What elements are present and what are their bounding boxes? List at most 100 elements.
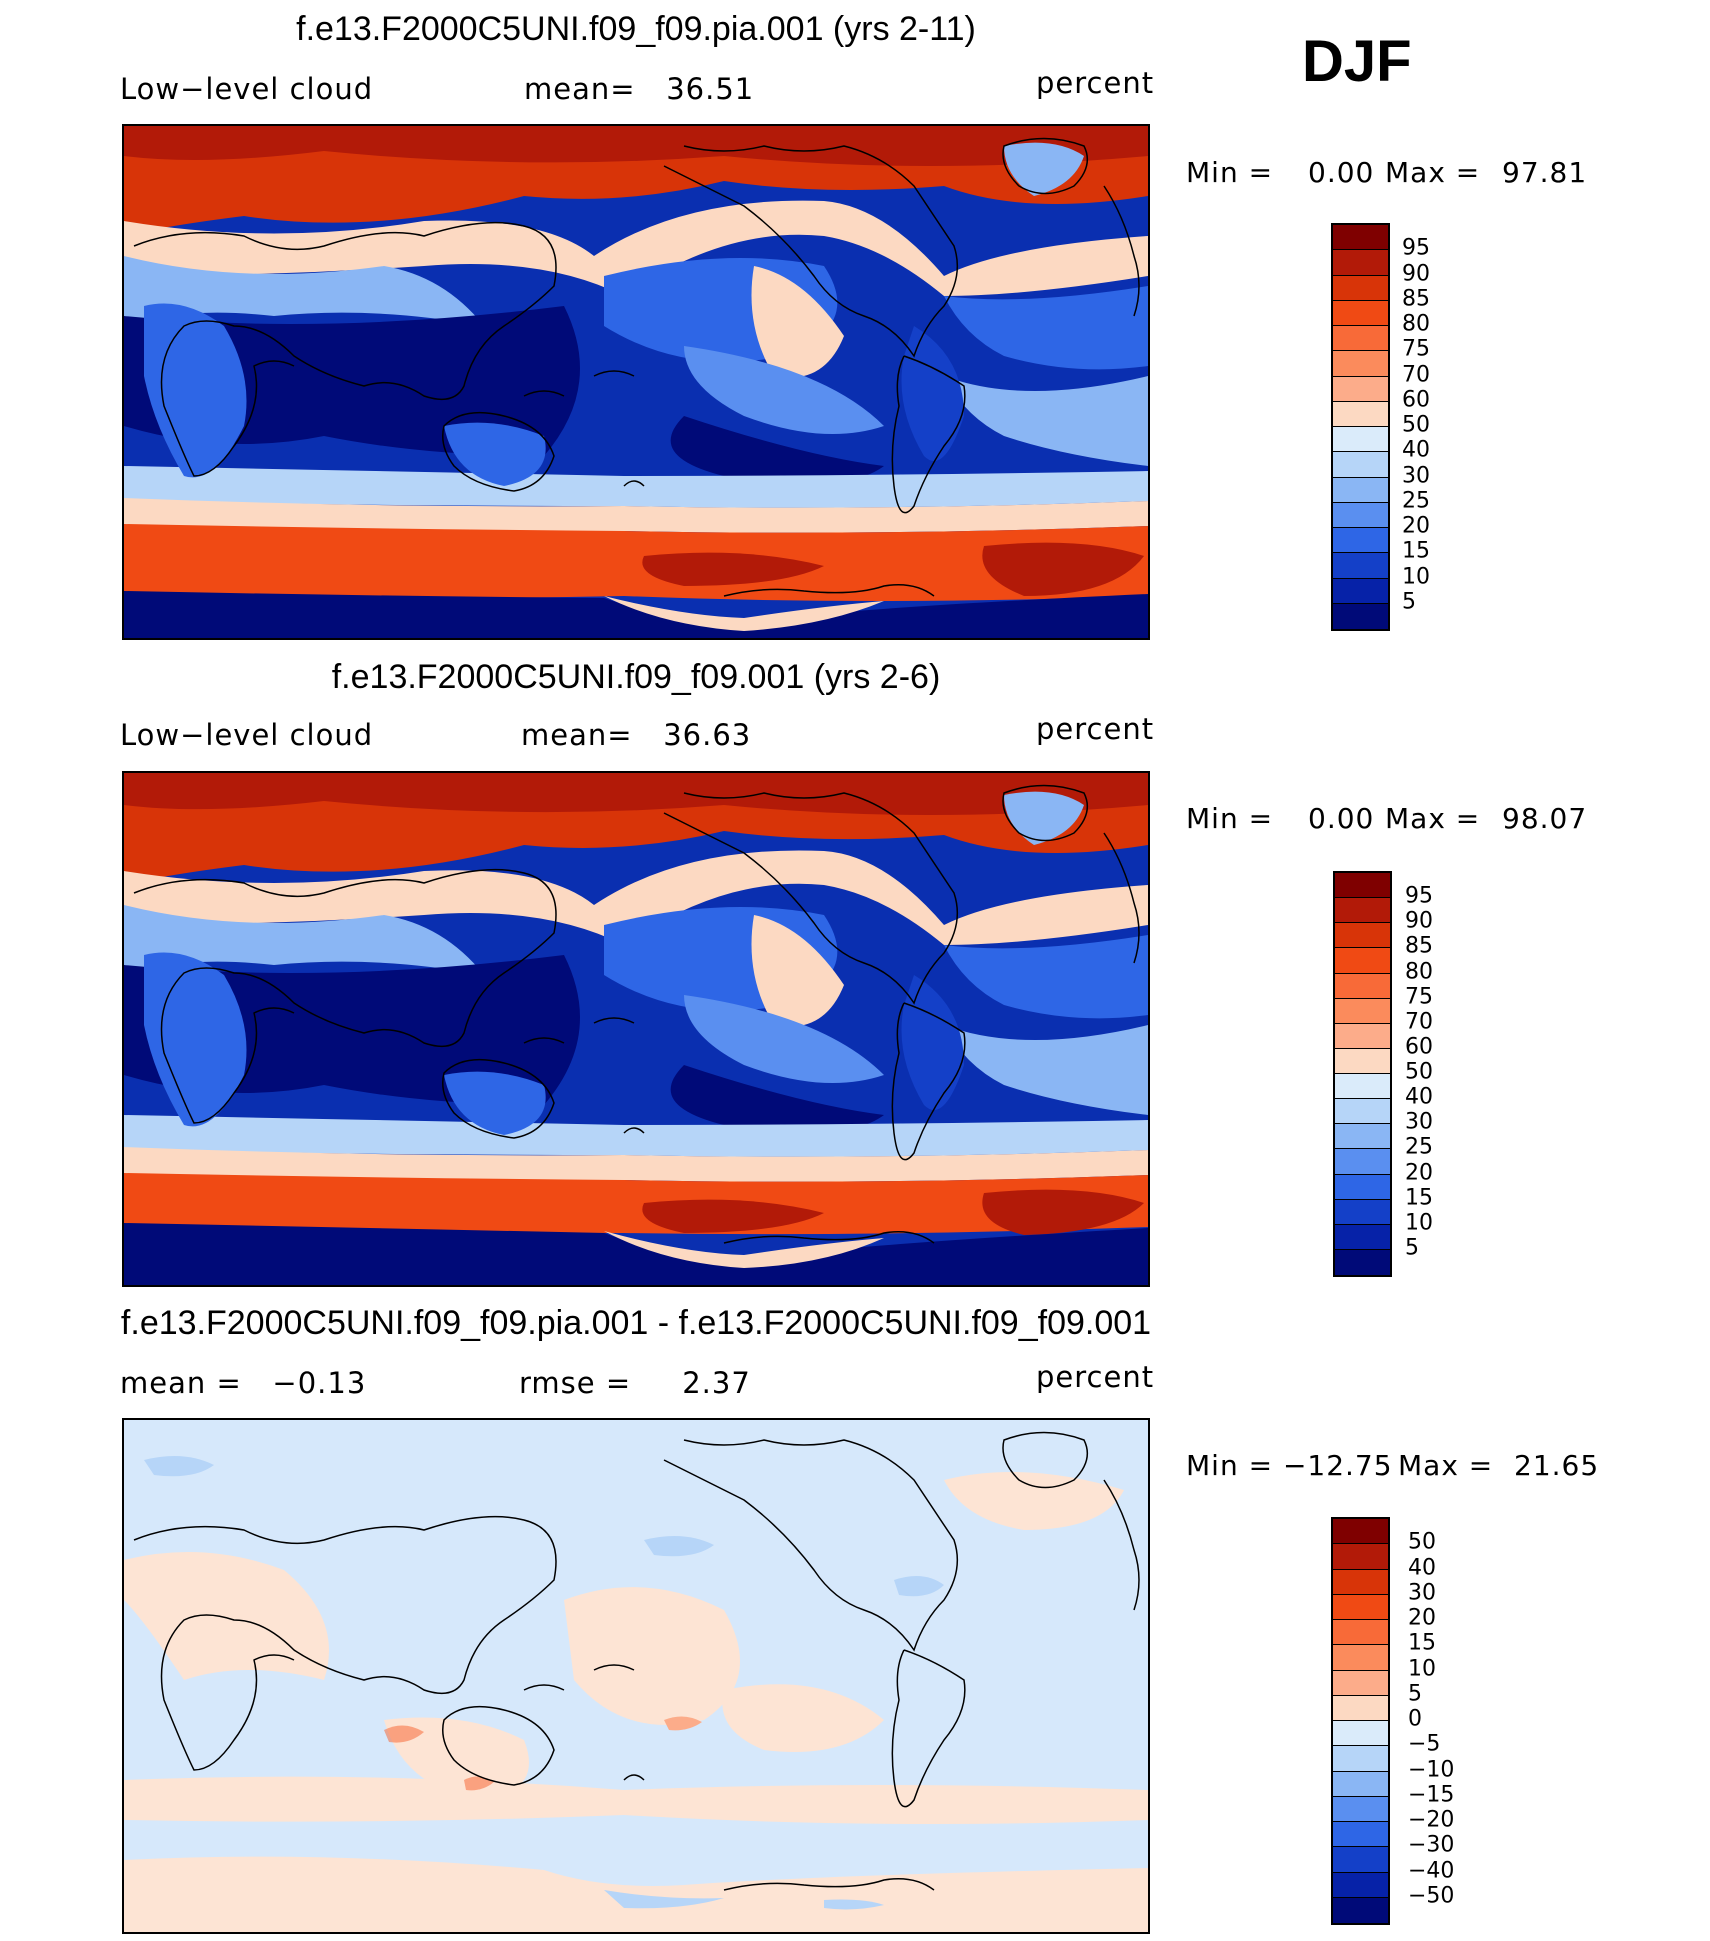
- panel2-min-value: 0.00: [1308, 802, 1375, 835]
- colorbar-swatch: [1333, 1695, 1388, 1721]
- panel1-max-label: Max =: [1385, 156, 1481, 189]
- colorbar-swatch: [1333, 401, 1388, 427]
- panel1-map: [122, 124, 1150, 640]
- colorbar-swatch: [1333, 528, 1388, 554]
- panel3-colorbar-label: −30: [1408, 1832, 1455, 1858]
- colorbar-swatch: [1333, 275, 1388, 301]
- panel1-colorbar-label: 80: [1402, 311, 1430, 337]
- panel2-colorbar-label: 95: [1405, 883, 1433, 909]
- panel2-max-value: 98.07: [1502, 802, 1588, 835]
- panel1-units-label: percent: [1036, 66, 1155, 100]
- colorbar-swatch: [1335, 1099, 1390, 1125]
- colorbar-swatch: [1333, 553, 1388, 579]
- panel3-max-label: Max =: [1398, 1449, 1494, 1482]
- panel1-colorbar-label: 90: [1402, 261, 1430, 286]
- panel2-colorbar-label: 30: [1405, 1109, 1433, 1135]
- panel1-colorbar-label: 25: [1402, 488, 1430, 514]
- panel2-colorbar-label: 25: [1405, 1134, 1433, 1160]
- colorbar-swatch: [1333, 1771, 1388, 1797]
- panel2-colorbar-label: 85: [1405, 933, 1433, 959]
- panel3-colorbar-label: −20: [1408, 1807, 1455, 1833]
- panel2-colorbar-label: 10: [1405, 1210, 1433, 1236]
- panel3-rmse-label: rmse = 2.37: [519, 1366, 751, 1400]
- panel2-map-svg: [124, 773, 1148, 1285]
- colorbar-swatch: [1335, 1074, 1390, 1100]
- panel2-colorbar-label: 60: [1405, 1034, 1433, 1060]
- panel3-colorbar-label: 10: [1408, 1656, 1436, 1681]
- colorbar-swatch: [1333, 1544, 1388, 1570]
- panel3-title: f.e13.F2000C5UNI.f09_f09.pia.001 - f.e13…: [120, 1304, 1152, 1342]
- panel3-units-label: percent: [1036, 1360, 1155, 1394]
- panel1-colorbar-label: 50: [1402, 412, 1430, 438]
- colorbar-swatch: [1333, 1872, 1388, 1898]
- panel2-colorbar-label: 75: [1405, 984, 1433, 1010]
- panel3-mean-label: mean = −0.13: [120, 1366, 367, 1400]
- colorbar-swatch: [1333, 1569, 1388, 1595]
- colorbar-swatch: [1333, 376, 1388, 402]
- colorbar-swatch: [1333, 326, 1388, 352]
- panel1-colorbar-label: 95: [1402, 235, 1430, 261]
- colorbar-swatch: [1335, 873, 1390, 899]
- panel1-colorbar-label: 10: [1402, 564, 1430, 589]
- colorbar-swatch: [1335, 1199, 1390, 1225]
- colorbar-swatch: [1333, 250, 1388, 276]
- panel2-colorbar-label: 90: [1405, 908, 1433, 934]
- panel3-colorbar-label: 50: [1408, 1529, 1436, 1555]
- panel1-map-svg: [124, 126, 1148, 638]
- panel1-colorbar-label: 75: [1402, 336, 1430, 362]
- panel3-colorbar-labels: 50 40 30 20 15 10 5 0 −5 −10 −15 −20 −30…: [1408, 1517, 1478, 1925]
- colorbar-swatch: [1333, 1822, 1388, 1848]
- panel2-colorbar-label: 5: [1405, 1235, 1419, 1261]
- colorbar-swatch: [1335, 1174, 1390, 1200]
- panel1-colorbar-labels: 95 90 85 80 75 70 60 50 40 30 25 20 15 1…: [1402, 223, 1462, 631]
- panel2-colorbar-label: 20: [1405, 1160, 1433, 1185]
- colorbar-swatch: [1333, 1897, 1388, 1923]
- panel1-mean-label: mean= 36.51: [524, 72, 755, 106]
- colorbar-swatch: [1333, 477, 1388, 503]
- panel3-colorbar-label: −10: [1408, 1757, 1455, 1782]
- panel2-title: f.e13.F2000C5UNI.f09_f09.001 (yrs 2-6): [331, 658, 941, 696]
- panel3-map: [122, 1418, 1150, 1934]
- colorbar-swatch: [1333, 1746, 1388, 1772]
- panel2-max-label: Max =: [1385, 802, 1481, 835]
- panel1-colorbar-label: 85: [1402, 286, 1430, 312]
- panel3-colorbar: [1331, 1517, 1390, 1925]
- colorbar-swatch: [1335, 1224, 1390, 1250]
- colorbar-swatch: [1333, 351, 1388, 377]
- colorbar-swatch: [1333, 1594, 1388, 1620]
- colorbar-swatch: [1333, 578, 1388, 604]
- panel3-colorbar-label: −5: [1408, 1731, 1441, 1757]
- panel2-colorbar: [1333, 871, 1392, 1277]
- colorbar-swatch: [1333, 1519, 1388, 1545]
- panel1-max-value: 97.81: [1502, 156, 1588, 189]
- panel3-map-svg: [124, 1420, 1148, 1932]
- panel1-colorbar-label: 30: [1402, 463, 1430, 488]
- panel3-colorbar-label: 30: [1408, 1580, 1436, 1606]
- panel3-colorbar-label: −40: [1408, 1858, 1455, 1883]
- panel2-colorbar-label: 40: [1405, 1084, 1433, 1110]
- panel1-colorbar-label: 20: [1402, 513, 1430, 539]
- colorbar-swatch: [1333, 1620, 1388, 1646]
- panel3-colorbar-label: −50: [1408, 1883, 1455, 1909]
- colorbar-swatch: [1335, 1023, 1390, 1049]
- colorbar-swatch: [1335, 898, 1390, 924]
- panel1-colorbar: [1331, 223, 1390, 631]
- colorbar-swatch: [1335, 1048, 1390, 1074]
- colorbar-swatch: [1333, 452, 1388, 478]
- panel1-min-value: 0.00: [1308, 156, 1375, 189]
- colorbar-swatch: [1333, 1721, 1388, 1747]
- colorbar-swatch: [1333, 1645, 1388, 1671]
- panel2-colorbar-label: 15: [1405, 1185, 1433, 1211]
- panel3-colorbar-label: 5: [1408, 1681, 1422, 1707]
- panel3-colorbar-label: 20: [1408, 1605, 1436, 1631]
- panel3-max-value: 21.65: [1514, 1449, 1600, 1482]
- panel2-colorbar-label: 80: [1405, 959, 1433, 984]
- season-label: DJF: [1302, 29, 1412, 94]
- panel3-colorbar-label: 40: [1408, 1555, 1436, 1580]
- panel3-min-label: Min = −12.75: [1186, 1449, 1393, 1482]
- colorbar-swatch: [1333, 300, 1388, 326]
- panel2-map: [122, 771, 1150, 1287]
- colorbar-swatch: [1335, 998, 1390, 1024]
- colorbar-swatch: [1335, 973, 1390, 999]
- colorbar-swatch: [1333, 502, 1388, 528]
